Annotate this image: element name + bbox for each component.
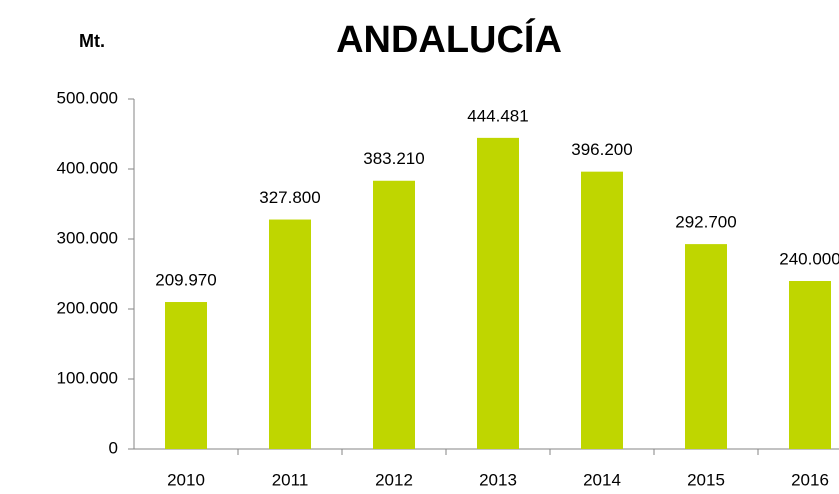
unit-label: Mt. (79, 31, 105, 51)
value-label: 209.970 (155, 271, 216, 290)
bar (477, 137, 519, 450)
bar (373, 180, 415, 450)
bar (789, 281, 831, 449)
y-tick-label: 0 (109, 438, 118, 457)
x-tick-label: 2010 (167, 470, 205, 489)
y-tick-label: 100.000 (57, 368, 118, 387)
x-tick-label: 2016 (791, 470, 829, 489)
x-tick-label: 2013 (479, 470, 517, 489)
y-tick-label: 500.000 (57, 88, 118, 107)
bar (165, 302, 207, 449)
x-tick-label: 2015 (687, 470, 725, 489)
x-tick-label: 2014 (583, 470, 621, 489)
bar (685, 244, 727, 449)
value-label: 444.481 (467, 106, 528, 125)
y-tick-label: 400.000 (57, 158, 118, 177)
y-tick-label: 300.000 (57, 228, 118, 247)
value-label: 396.200 (571, 140, 632, 159)
value-label: 292.700 (675, 213, 736, 232)
bar (581, 171, 623, 449)
value-label: 240.000 (779, 249, 839, 268)
bar (269, 219, 311, 449)
x-tick-label: 2011 (272, 470, 309, 489)
y-tick-label: 200.000 (57, 298, 118, 317)
value-label: 327.800 (259, 188, 320, 207)
value-label: 383.210 (363, 149, 424, 168)
x-tick-label: 2012 (375, 470, 413, 489)
chart-title: ANDALUCÍA (336, 17, 562, 61)
